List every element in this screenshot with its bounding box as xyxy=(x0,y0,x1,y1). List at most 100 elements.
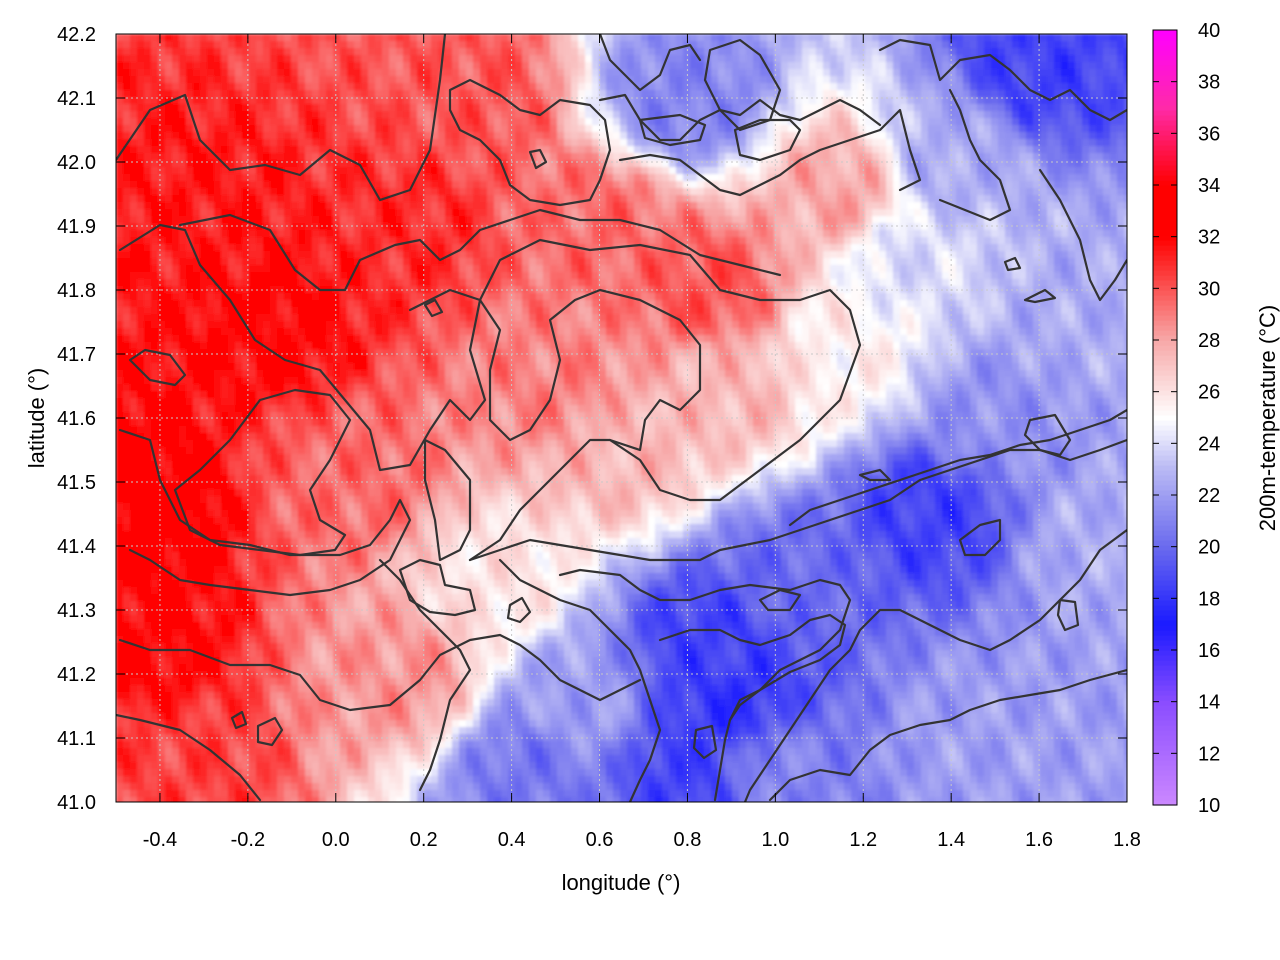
heatmap-cell xyxy=(403,118,411,126)
heatmap-cell xyxy=(403,69,411,77)
heatmap-cell xyxy=(956,146,964,154)
heatmap-cell xyxy=(865,216,873,224)
heatmap-cell xyxy=(445,202,453,210)
heatmap-cell xyxy=(1096,90,1104,98)
heatmap-cell xyxy=(137,76,145,84)
heatmap-cell xyxy=(1124,230,1127,238)
heatmap-cell xyxy=(1061,223,1069,231)
heatmap-cell xyxy=(788,195,796,203)
heatmap-cell xyxy=(284,258,292,266)
heatmap-cell xyxy=(291,104,299,112)
heatmap-cell xyxy=(767,146,775,154)
heatmap-cell xyxy=(221,188,229,196)
heatmap-cell xyxy=(851,188,859,196)
heatmap-cell xyxy=(1068,223,1076,231)
heatmap-cell xyxy=(1089,265,1097,273)
heatmap-cell xyxy=(270,237,278,245)
heatmap-cell xyxy=(991,118,999,126)
heatmap-cell xyxy=(732,118,740,126)
heatmap-cell xyxy=(354,55,362,63)
heatmap-cell xyxy=(172,153,180,161)
heatmap-cell xyxy=(711,125,719,133)
heatmap-cell xyxy=(403,237,411,245)
heatmap-cell xyxy=(1124,174,1127,182)
heatmap-cell xyxy=(578,265,586,273)
heatmap-cell xyxy=(431,188,439,196)
heatmap-cell xyxy=(977,174,985,182)
heatmap-cell xyxy=(942,181,950,189)
heatmap-cell xyxy=(438,202,446,210)
heatmap-cell xyxy=(298,174,306,182)
heatmap-cell xyxy=(578,223,586,231)
heatmap-cell xyxy=(970,104,978,112)
heatmap-cell xyxy=(1054,76,1062,84)
heatmap-cell xyxy=(291,125,299,133)
heatmap-cell xyxy=(669,237,677,245)
heatmap-cell xyxy=(991,160,999,168)
heatmap-cell xyxy=(1124,97,1127,105)
heatmap-cell xyxy=(1068,265,1076,273)
heatmap-cell xyxy=(851,244,859,252)
heatmap-cell xyxy=(368,97,376,105)
heatmap-cell xyxy=(494,209,502,217)
heatmap-cell xyxy=(1026,258,1034,266)
heatmap-cell xyxy=(284,139,292,147)
heatmap-cell xyxy=(473,55,481,63)
heatmap-cell xyxy=(501,272,509,280)
heatmap-cell xyxy=(193,34,201,42)
heatmap-cell xyxy=(620,132,628,140)
heatmap-cell xyxy=(872,62,880,70)
heatmap-cell xyxy=(158,202,166,210)
heatmap-cell xyxy=(1110,146,1118,154)
heatmap-cell xyxy=(578,188,586,196)
heatmap-cell xyxy=(536,251,544,259)
heatmap-cell xyxy=(711,265,719,273)
heatmap-cell xyxy=(298,97,306,105)
heatmap-cell xyxy=(137,202,145,210)
heatmap-cell xyxy=(249,160,257,168)
heatmap-cell xyxy=(690,223,698,231)
heatmap-cell xyxy=(466,48,474,56)
heatmap-cell xyxy=(312,104,320,112)
heatmap-cell xyxy=(410,34,418,42)
heatmap-cell xyxy=(732,62,740,70)
heatmap-cell xyxy=(844,188,852,196)
heatmap-cell xyxy=(501,76,509,84)
heatmap-cell xyxy=(788,125,796,133)
heatmap-cell xyxy=(158,139,166,147)
heatmap-cell xyxy=(347,251,355,259)
heatmap-cell xyxy=(340,97,348,105)
heatmap-cell xyxy=(130,118,138,126)
heatmap-cell xyxy=(403,223,411,231)
heatmap-cell xyxy=(900,69,908,77)
heatmap-cell xyxy=(746,181,754,189)
heatmap-cell xyxy=(914,216,922,224)
heatmap-cell xyxy=(592,237,600,245)
heatmap-cell xyxy=(284,34,292,42)
heatmap-cell xyxy=(557,139,565,147)
heatmap-cell xyxy=(319,41,327,49)
heatmap-cell xyxy=(249,118,257,126)
heatmap-cell xyxy=(452,111,460,119)
heatmap-cell xyxy=(984,76,992,84)
heatmap-cell xyxy=(333,48,341,56)
heatmap-cell xyxy=(172,139,180,147)
heatmap-cell xyxy=(1040,202,1048,210)
heatmap-cell xyxy=(746,48,754,56)
heatmap-cell xyxy=(928,195,936,203)
heatmap-cell xyxy=(977,97,985,105)
heatmap-cell xyxy=(627,111,635,119)
heatmap-cell xyxy=(550,202,558,210)
heatmap-cell xyxy=(711,230,719,238)
heatmap-cell xyxy=(417,83,425,91)
heatmap-cell xyxy=(788,69,796,77)
heatmap-cell xyxy=(858,209,866,217)
heatmap-cell xyxy=(298,90,306,98)
heatmap-cell xyxy=(277,265,285,273)
heatmap-cell xyxy=(1082,90,1090,98)
heatmap-cell xyxy=(270,83,278,91)
heatmap-cell xyxy=(683,83,691,91)
heatmap-cell xyxy=(1012,118,1020,126)
heatmap-cell xyxy=(592,97,600,105)
heatmap-cell xyxy=(368,62,376,70)
